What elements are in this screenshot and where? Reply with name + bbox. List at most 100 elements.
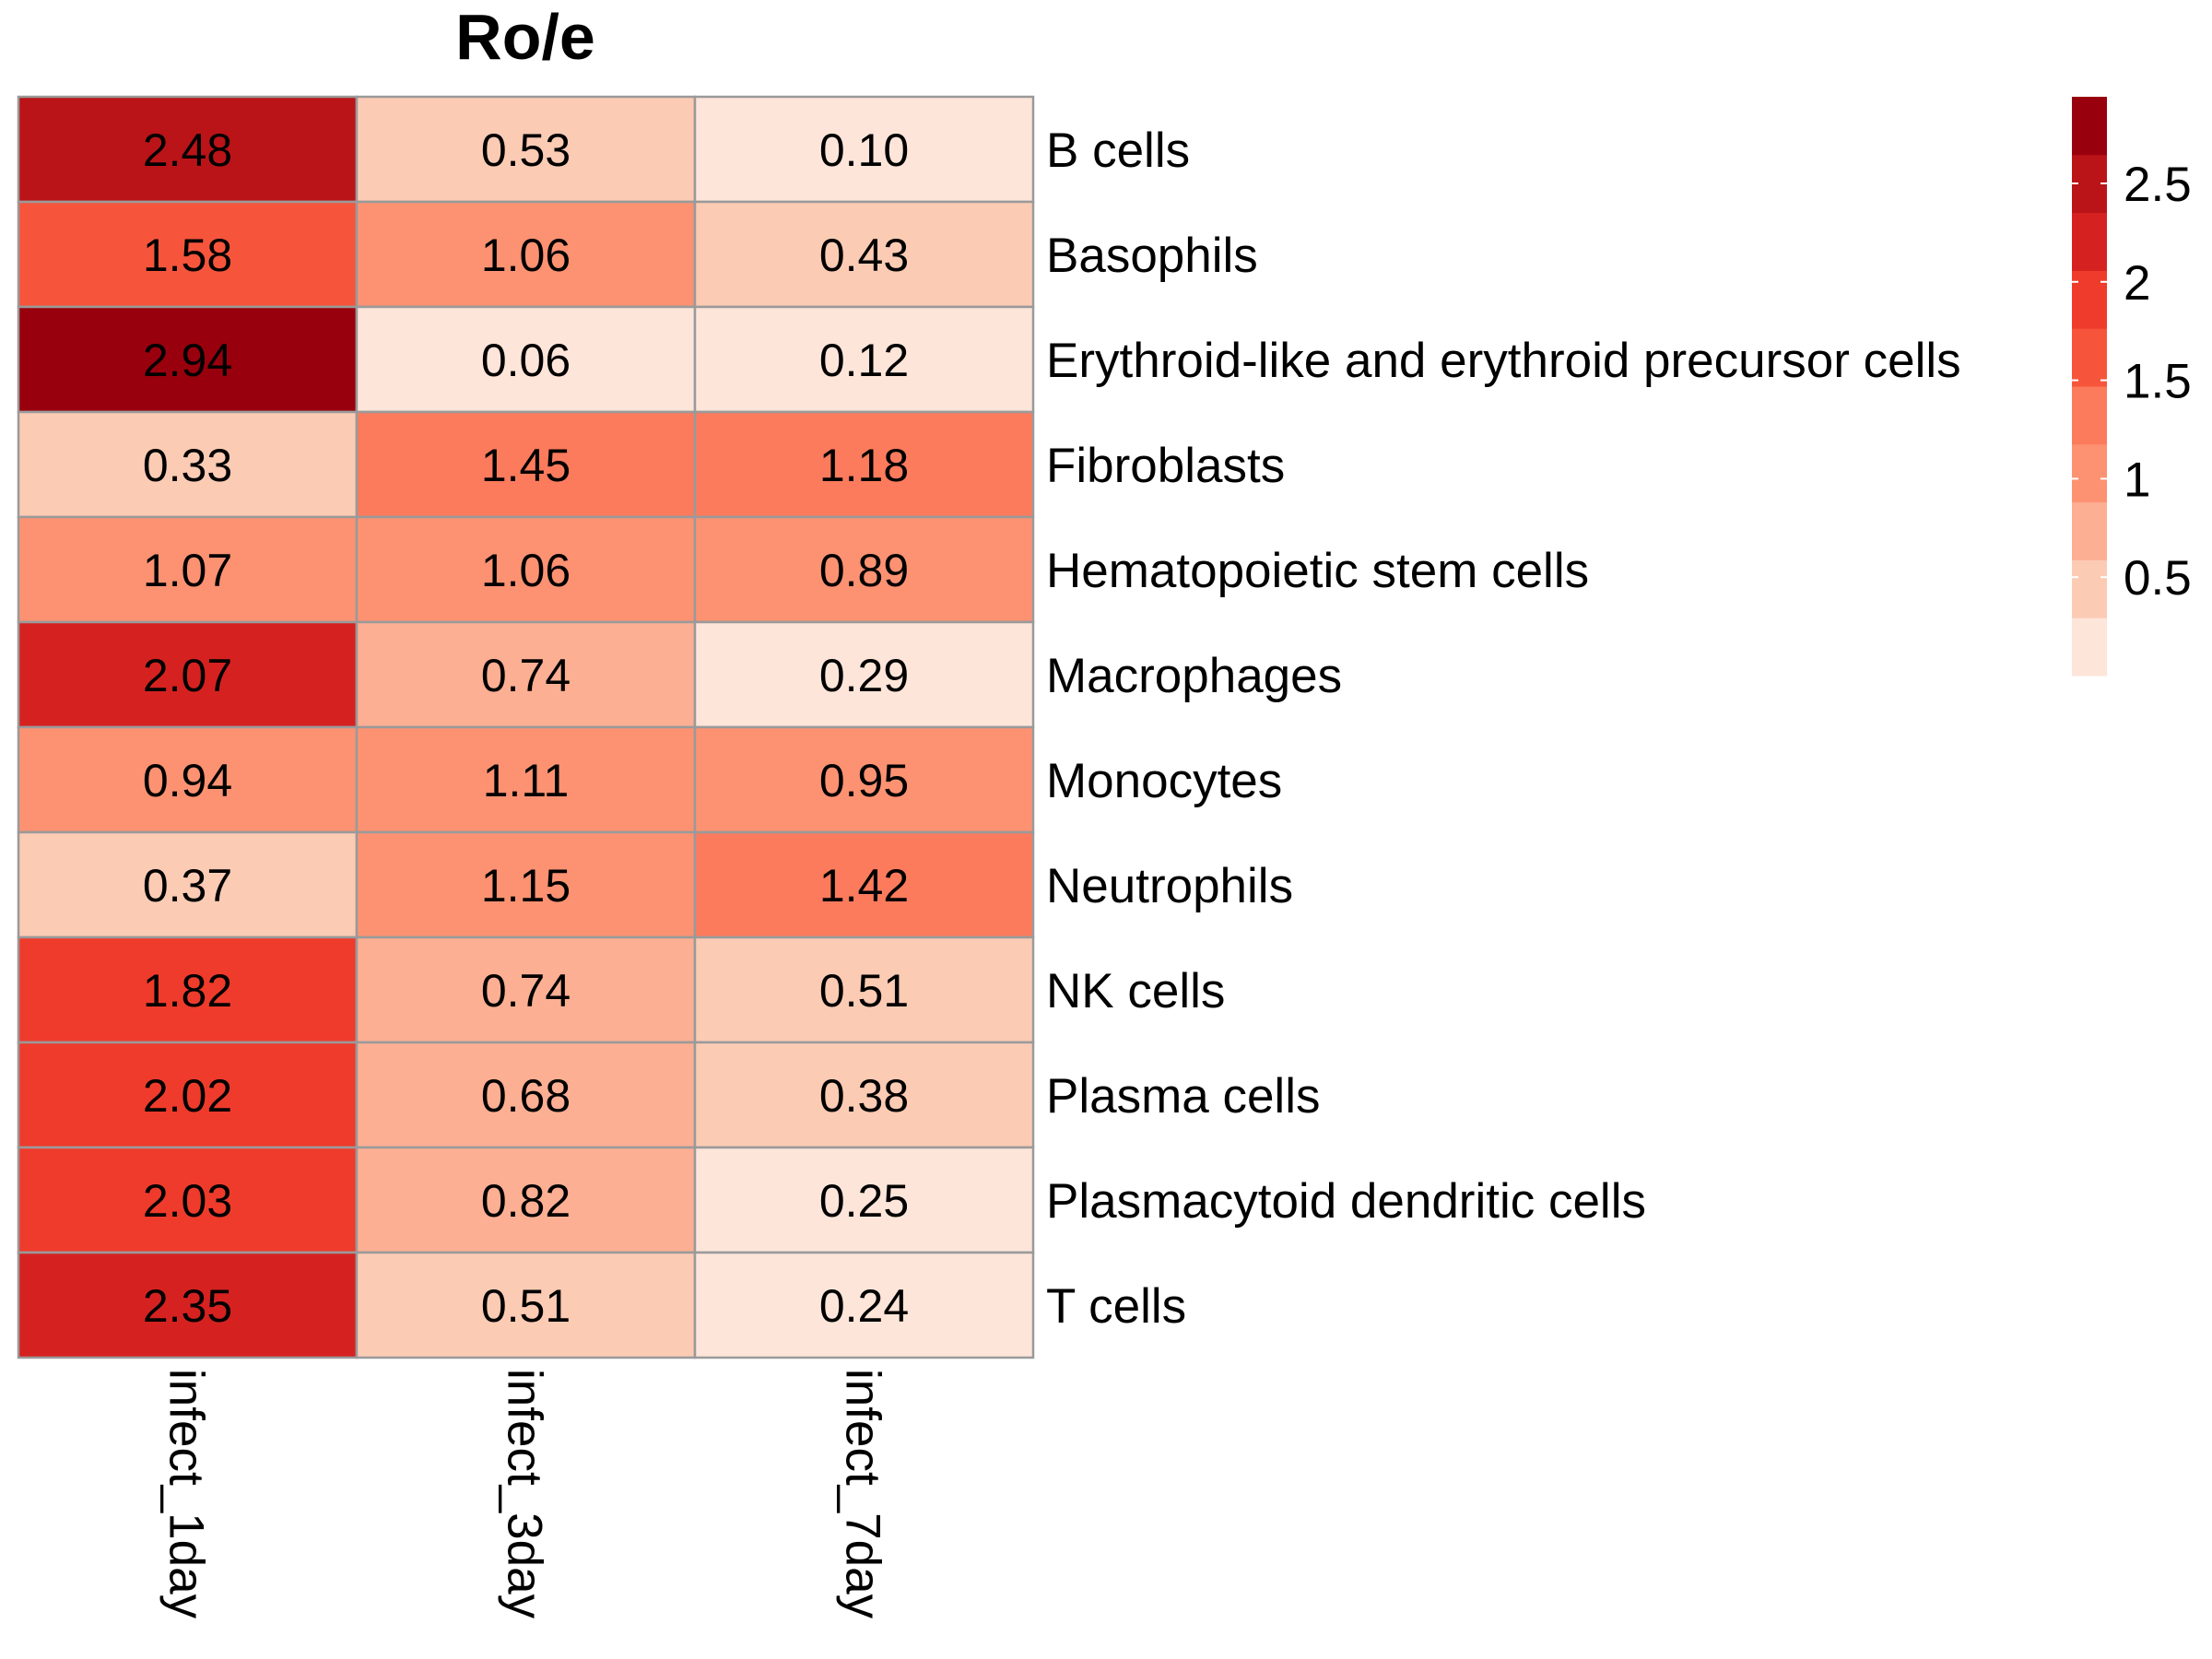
cell-value-label: 2.35 bbox=[143, 1280, 232, 1332]
heatmap-cell bbox=[355, 725, 697, 834]
heatmap-cell bbox=[355, 515, 697, 624]
legend-color-bin bbox=[2072, 212, 2107, 271]
column-labels: infect_1day infect_3day infect_7day bbox=[159, 1369, 890, 1619]
cell-value-label: 0.68 bbox=[481, 1070, 571, 1122]
cell-value-label: 1.82 bbox=[143, 965, 232, 1017]
heatmap-cell bbox=[17, 95, 359, 204]
cell-value-label: 0.33 bbox=[143, 440, 232, 491]
cell-value-label: 0.10 bbox=[819, 124, 909, 176]
cell-value-label: 0.12 bbox=[819, 335, 909, 386]
cell-value-label: 0.89 bbox=[819, 545, 909, 596]
cell-value-label: 0.94 bbox=[143, 755, 232, 806]
legend-color-bin bbox=[2072, 443, 2107, 503]
heatmap-cell bbox=[17, 620, 359, 729]
cell-value-label: 0.24 bbox=[819, 1280, 909, 1332]
cell-value-label: 0.37 bbox=[143, 860, 232, 912]
cell-value-label: 2.03 bbox=[143, 1175, 232, 1227]
row-label: NK cells bbox=[1046, 964, 1225, 1018]
cell-value-label: 0.51 bbox=[481, 1280, 571, 1332]
cell-value-label: 1.11 bbox=[483, 755, 570, 806]
legend-tick-label: 2 bbox=[2124, 256, 2150, 311]
heatmap-cell bbox=[693, 515, 1035, 624]
row-label: Plasma cells bbox=[1046, 1069, 1320, 1124]
heatmap-cell bbox=[693, 620, 1035, 729]
heatmap-cells bbox=[17, 95, 1035, 1359]
cell-value-label: 2.02 bbox=[143, 1070, 232, 1122]
row-labels: B cells Basophils Erythroid-like and eryth… bbox=[1046, 124, 1961, 1334]
cell-value-label: 2.48 bbox=[143, 124, 232, 176]
row-label: T cells bbox=[1046, 1279, 1186, 1334]
cell-value-label: 1.15 bbox=[481, 860, 571, 912]
heatmap-cell bbox=[693, 1041, 1035, 1149]
cell-value-label: 1.06 bbox=[481, 545, 571, 596]
heatmap-cell bbox=[355, 95, 697, 204]
cell-value-label: 2.94 bbox=[143, 335, 232, 386]
column-label: infect_1day bbox=[159, 1369, 214, 1619]
row-label: Erythroid-like and erythroid precursor c… bbox=[1046, 334, 1961, 388]
heatmap-cell-labels: 2.48 0.53 0.10 1.58 1.06 0.43 2.94 0.06 0.12 0.33… bbox=[143, 124, 909, 1332]
heatmap-cell bbox=[693, 935, 1035, 1044]
cell-value-label: 1.07 bbox=[143, 545, 232, 596]
cell-value-label: 0.43 bbox=[819, 229, 909, 281]
heatmap-cell bbox=[693, 95, 1035, 204]
legend-color-bin bbox=[2072, 618, 2107, 677]
heatmap-cell bbox=[17, 830, 359, 939]
heatmap-cell bbox=[693, 200, 1035, 309]
cell-value-label: 1.42 bbox=[819, 860, 909, 912]
heatmap-cell bbox=[355, 305, 697, 414]
legend-color-bin bbox=[2072, 97, 2107, 156]
legend-tick-label: 0.5 bbox=[2124, 551, 2192, 606]
cell-value-label: 0.25 bbox=[819, 1175, 909, 1227]
cell-value-label: 0.74 bbox=[481, 965, 571, 1017]
legend-tick-label: 1 bbox=[2124, 453, 2150, 507]
cell-value-label: 1.45 bbox=[481, 440, 571, 491]
heatmap-cell bbox=[17, 1251, 359, 1359]
heatmap-cell bbox=[693, 725, 1035, 834]
row-label: Basophils bbox=[1046, 229, 1258, 283]
legend-color-bin bbox=[2072, 270, 2107, 329]
legend-tick-label: 2.5 bbox=[2124, 158, 2192, 212]
cell-value-label: 1.06 bbox=[481, 229, 571, 281]
legend-color-bin bbox=[2072, 328, 2107, 387]
cell-value-label: 0.95 bbox=[819, 755, 909, 806]
legend-color-bin bbox=[2072, 559, 2107, 618]
cell-value-label: 0.06 bbox=[481, 335, 571, 386]
heatmap-cell bbox=[693, 830, 1035, 939]
cell-value-label: 2.07 bbox=[143, 650, 232, 701]
cell-value-label: 0.53 bbox=[481, 124, 571, 176]
color-legend: 0.5 1 1.5 2 2.5 bbox=[2072, 97, 2192, 677]
cell-value-label: 0.51 bbox=[819, 965, 909, 1017]
cell-value-label: 1.58 bbox=[143, 229, 232, 281]
heatmap-cell bbox=[693, 1146, 1035, 1254]
heatmap-cell bbox=[17, 1041, 359, 1149]
heatmap-cell bbox=[355, 830, 697, 939]
cell-value-label: 0.82 bbox=[481, 1175, 571, 1227]
heatmap-cell bbox=[693, 1251, 1035, 1359]
heatmap-cell bbox=[17, 935, 359, 1044]
row-label: Hematopoietic stem cells bbox=[1046, 544, 1589, 598]
row-label: Plasmacytoid dendritic cells bbox=[1046, 1174, 1646, 1229]
cell-value-label: 0.38 bbox=[819, 1070, 909, 1122]
heatmap-cell bbox=[693, 410, 1035, 519]
row-label: Fibroblasts bbox=[1046, 439, 1285, 493]
legend-tick-label: 1.5 bbox=[2124, 355, 2192, 409]
heatmap-cell bbox=[17, 410, 359, 519]
column-label: infect_7day bbox=[836, 1369, 890, 1619]
heatmap-cell bbox=[355, 620, 697, 729]
heatmap-cell bbox=[355, 1041, 697, 1149]
heatmap-cell bbox=[17, 1146, 359, 1254]
row-label: Neutrophils bbox=[1046, 859, 1293, 913]
legend-color-bin bbox=[2072, 501, 2107, 560]
chart-title: Ro/e bbox=[455, 1, 595, 73]
row-label: Monocytes bbox=[1046, 754, 1282, 808]
row-label: Macrophages bbox=[1046, 649, 1342, 703]
cell-value-label: 0.74 bbox=[481, 650, 571, 701]
column-label: infect_3day bbox=[498, 1369, 552, 1619]
heatmap-cell bbox=[17, 725, 359, 834]
row-label: B cells bbox=[1046, 124, 1190, 178]
cell-value-label: 1.18 bbox=[819, 440, 909, 491]
legend-color-bin bbox=[2072, 386, 2107, 445]
heatmap-cell bbox=[17, 200, 359, 309]
heatmap-cell bbox=[355, 1251, 697, 1359]
